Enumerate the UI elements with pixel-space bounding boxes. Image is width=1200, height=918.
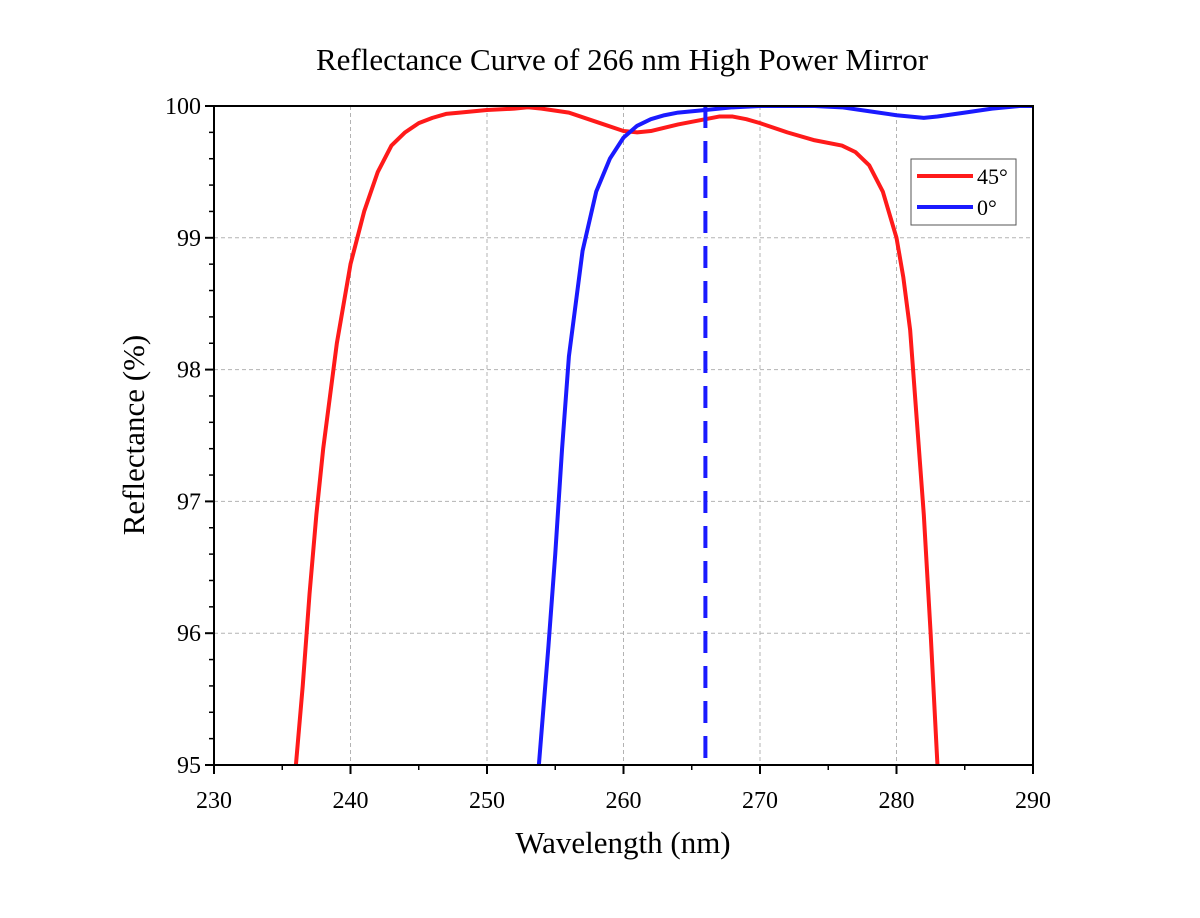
legend-label-45-deg: 45° (977, 164, 1008, 189)
legend-label-0-deg: 0° (977, 195, 997, 220)
chart-title: Reflectance Curve of 266 nm High Power M… (316, 42, 929, 77)
y-tick-label: 97 (177, 489, 201, 515)
y-tick-label: 95 (177, 753, 201, 779)
x-tick-label: 290 (1015, 788, 1051, 814)
x-tick-label: 250 (469, 788, 505, 814)
tick-layer: 230 240 250 260 270 280 290 95 96 97 98 99 100 (165, 94, 1051, 814)
legend-box (910, 158, 1017, 226)
x-tick-label: 240 (333, 788, 369, 814)
x-axis-label: Wavelength (nm) (515, 825, 730, 860)
y-axis-label: Reflectance (%) (116, 335, 151, 536)
x-tick-label: 270 (742, 788, 778, 814)
x-tick-label: 230 (196, 788, 232, 814)
legend: 45°0° (910, 158, 1017, 226)
series-layer (293, 106, 1033, 765)
series-line-45-deg (293, 106, 940, 765)
x-tick-label: 280 (879, 788, 915, 814)
y-tick-label: 100 (165, 94, 201, 120)
y-tick-label: 99 (177, 226, 201, 252)
x-tick-label: 260 (606, 788, 642, 814)
grid-layer (214, 106, 1033, 765)
y-tick-label: 98 (177, 358, 201, 384)
y-tick-label: 96 (177, 621, 201, 647)
